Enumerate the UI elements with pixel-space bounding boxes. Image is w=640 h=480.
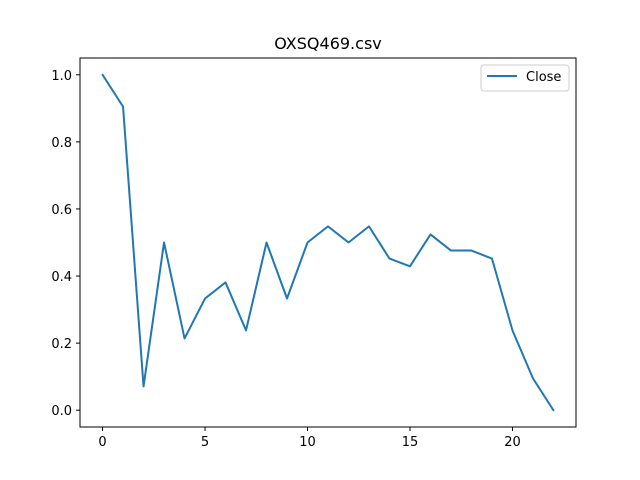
legend-box — [480, 64, 570, 92]
x-tick-label: 20 — [504, 435, 521, 450]
chart-title: OXSQ469.csv — [274, 34, 382, 53]
legend: Close — [480, 64, 570, 92]
x-axis: 0 5 10 15 20 — [98, 427, 521, 450]
x-tick-label: 15 — [402, 435, 419, 450]
y-axis: 0.0 0.2 0.4 0.6 0.8 1.0 — [51, 69, 80, 419]
y-tick-label: 0.6 — [51, 203, 72, 218]
y-tick-label: 0.0 — [51, 404, 72, 419]
plot-area — [101, 73, 555, 412]
y-tick-label: 1.0 — [51, 69, 72, 84]
series-line-close — [101, 73, 555, 412]
axes-frame — [79, 57, 577, 428]
legend-label-close: Close — [526, 70, 561, 85]
x-tick-label: 0 — [98, 435, 106, 450]
x-tick-label: 10 — [299, 435, 316, 450]
y-tick-label: 0.2 — [51, 337, 72, 352]
y-tick-label: 0.8 — [51, 136, 72, 151]
y-tick-label: 0.4 — [51, 270, 72, 285]
x-tick-label: 5 — [201, 435, 209, 450]
